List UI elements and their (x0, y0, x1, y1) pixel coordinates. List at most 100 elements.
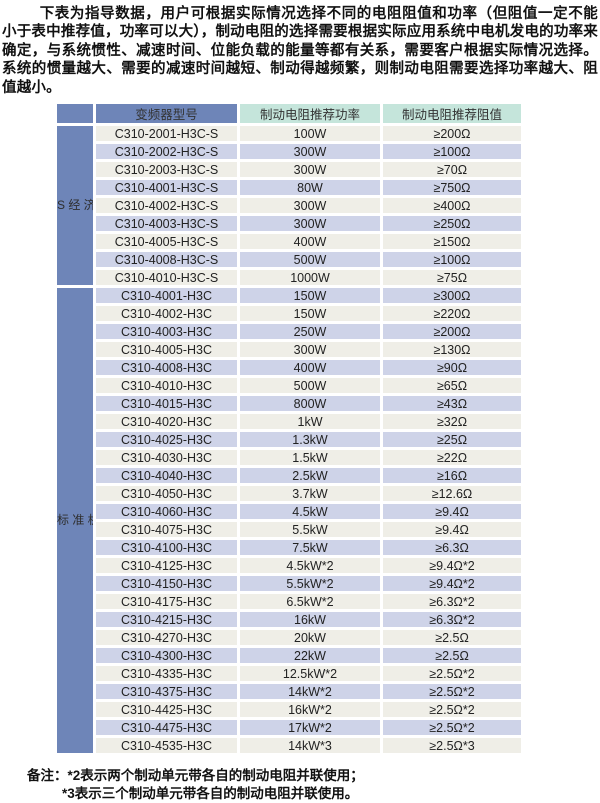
cell-model: C310-4215-H3C (96, 612, 237, 628)
cell-model: C310-4020-H3C (96, 414, 237, 430)
table-row: C310-4040-H3C 2.5kW ≥16Ω (57, 468, 521, 484)
cell-power: 14kW*2 (240, 684, 380, 700)
cell-model: C310-4005-H3C (96, 342, 237, 358)
cell-model: C310-4001-H3C-S (96, 180, 237, 196)
braking-resistor-table: 变频器型号 制动电阻推荐功率 制动电阻推荐阻值 S 经 济 型C310-2001… (54, 101, 524, 756)
cell-power: 800W (240, 396, 380, 412)
cell-resistance: ≥9.4Ω*2 (383, 576, 521, 592)
cell-model: C310-4125-H3C (96, 558, 237, 574)
cell-power: 12.5kW*2 (240, 666, 380, 682)
cell-resistance: ≥9.4Ω*2 (383, 558, 521, 574)
cell-power: 6.5kW*2 (240, 594, 380, 610)
cell-power: 400W (240, 234, 380, 250)
table-row: C310-4150-H3C 5.5kW*2 ≥9.4Ω*2 (57, 576, 521, 592)
footnotes: 备注：*2表示两个制动单元带各自的制动电阻并联使用； *3表示三个制动单元带各自… (27, 767, 600, 803)
cell-resistance: ≥2.5Ω*2 (383, 666, 521, 682)
cell-resistance: ≥70Ω (383, 162, 521, 178)
table-row: C310-4002-H3C-S 300W ≥400Ω (57, 198, 521, 214)
cell-power: 300W (240, 144, 380, 160)
table-row: C310-4535-H3C 14kW*3 ≥2.5Ω*3 (57, 738, 521, 754)
cell-model: C310-4060-H3C (96, 504, 237, 520)
intro-paragraph: 下表为指导数据，用户可根据实际情况选择不同的电阻阻值和功率（但阻值一定不能小于表… (2, 6, 598, 96)
cell-model: C310-4300-H3C (96, 648, 237, 664)
cell-resistance: ≥22Ω (383, 450, 521, 466)
cell-resistance: ≥2.5Ω (383, 648, 521, 664)
footnote-line-2: *3表示三个制动单元带各自的制动电阻并联使用。 (62, 786, 359, 802)
table-corner-cell (57, 104, 93, 124)
cell-resistance: ≥9.4Ω (383, 522, 521, 538)
cell-resistance: ≥9.4Ω (383, 504, 521, 520)
cell-resistance: ≥6.3Ω*2 (383, 612, 521, 628)
cell-model: C310-4030-H3C (96, 450, 237, 466)
cell-resistance: ≥2.5Ω*3 (383, 738, 521, 754)
cell-model: C310-4001-H3C (96, 288, 237, 304)
table-row: C310-4008-H3C-S 500W ≥100Ω (57, 252, 521, 268)
cell-resistance: ≥200Ω (383, 324, 521, 340)
table-row: C310-2003-H3C-S 300W ≥70Ω (57, 162, 521, 178)
cell-resistance: ≥6.3Ω (383, 540, 521, 556)
table-row: C310-4335-H3C 12.5kW*2 ≥2.5Ω*2 (57, 666, 521, 682)
cell-resistance: ≥12.6Ω (383, 486, 521, 502)
table-row: C310-4270-H3C 20kW ≥2.5Ω (57, 630, 521, 646)
cell-model: C310-4002-H3C-S (96, 198, 237, 214)
cell-power: 150W (240, 306, 380, 322)
cell-model: C310-4335-H3C (96, 666, 237, 682)
cell-model: C310-4475-H3C (96, 720, 237, 736)
cell-power: 22kW (240, 648, 380, 664)
cell-resistance: ≥32Ω (383, 414, 521, 430)
table-row: C310-4008-H3C 400W ≥90Ω (57, 360, 521, 376)
table-row: C310-4215-H3C 16kW ≥6.3Ω*2 (57, 612, 521, 628)
cell-resistance: ≥130Ω (383, 342, 521, 358)
cell-resistance: ≥250Ω (383, 216, 521, 232)
cell-model: C310-4175-H3C (96, 594, 237, 610)
table-row: C310-4175-H3C 6.5kW*2 ≥6.3Ω*2 (57, 594, 521, 610)
table-row: C310-4003-H3C-S 300W ≥250Ω (57, 216, 521, 232)
cell-model: C310-4015-H3C (96, 396, 237, 412)
table-row: C310-4005-H3C-S 400W ≥150Ω (57, 234, 521, 250)
cell-resistance: ≥750Ω (383, 180, 521, 196)
table-row: C310-4002-H3C 150W ≥220Ω (57, 306, 521, 322)
cell-power: 16kW (240, 612, 380, 628)
cell-resistance: ≥16Ω (383, 468, 521, 484)
cell-model: C310-4100-H3C (96, 540, 237, 556)
cell-resistance: ≥220Ω (383, 306, 521, 322)
cell-resistance: ≥75Ω (383, 270, 521, 286)
cell-power: 1000W (240, 270, 380, 286)
cell-power: 80W (240, 180, 380, 196)
cell-model: C310-4003-H3C-S (96, 216, 237, 232)
cell-model: C310-2002-H3C-S (96, 144, 237, 160)
cell-resistance: ≥2.5Ω*2 (383, 684, 521, 700)
table-row: C310-4015-H3C 800W ≥43Ω (57, 396, 521, 412)
cell-resistance: ≥65Ω (383, 378, 521, 394)
cell-model: C310-4425-H3C (96, 702, 237, 718)
cell-power: 250W (240, 324, 380, 340)
cell-model: C310-4003-H3C (96, 324, 237, 340)
cell-power: 150W (240, 288, 380, 304)
cell-model: C310-4375-H3C (96, 684, 237, 700)
column-header-resistance: 制动电阻推荐阻值 (383, 104, 521, 124)
cell-model: C310-4270-H3C (96, 630, 237, 646)
cell-power: 7.5kW (240, 540, 380, 556)
cell-resistance: ≥25Ω (383, 432, 521, 448)
cell-power: 4.5kW*2 (240, 558, 380, 574)
group-label-s-economy: S 经 济 型 (57, 126, 93, 286)
cell-model: C310-4010-H3C-S (96, 270, 237, 286)
cell-power: 5.5kW*2 (240, 576, 380, 592)
cell-power: 1kW (240, 414, 380, 430)
cell-power: 2.5kW (240, 468, 380, 484)
table-row: C310-4005-H3C 300W ≥130Ω (57, 342, 521, 358)
cell-power: 20kW (240, 630, 380, 646)
table-row: C310-4425-H3C 16kW*2 ≥2.5Ω*2 (57, 702, 521, 718)
cell-power: 500W (240, 378, 380, 394)
cell-model: C310-4150-H3C (96, 576, 237, 592)
cell-power: 16kW*2 (240, 702, 380, 718)
cell-power: 300W (240, 342, 380, 358)
table-row: C310-2002-H3C-S 300W ≥100Ω (57, 144, 521, 160)
cell-resistance: ≥400Ω (383, 198, 521, 214)
cell-resistance: ≥100Ω (383, 144, 521, 160)
cell-model: C310-4535-H3C (96, 738, 237, 754)
cell-resistance: ≥2.5Ω (383, 630, 521, 646)
cell-power: 500W (240, 252, 380, 268)
